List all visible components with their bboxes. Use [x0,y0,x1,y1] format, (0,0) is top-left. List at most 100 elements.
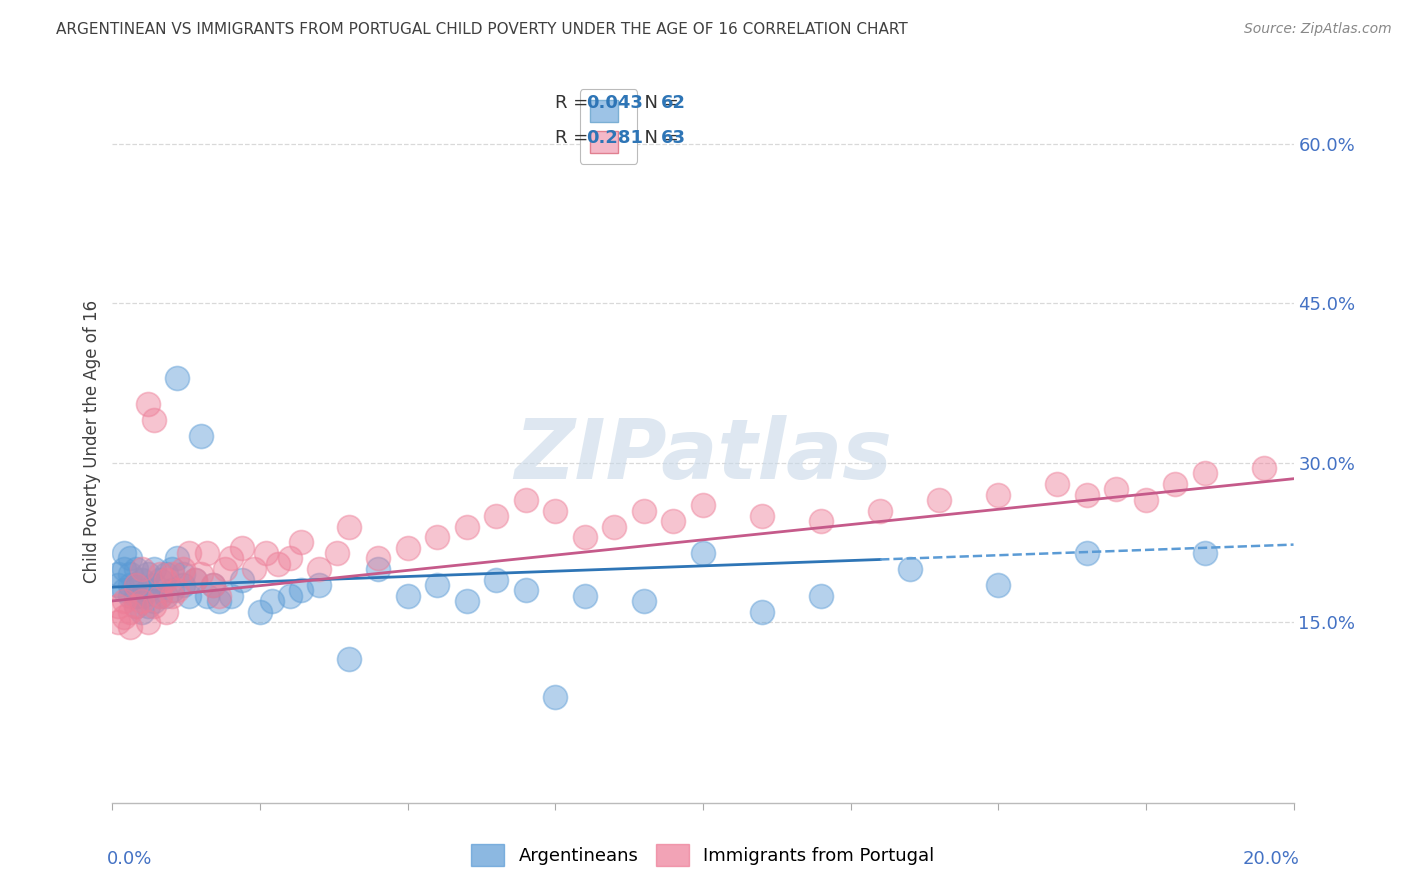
Point [166,551,188,566]
Point [308,562,330,576]
Point [928,493,950,508]
Point [136,615,159,630]
Point [515,583,537,598]
Point [396,541,419,555]
Point [574,530,596,544]
Point [184,573,207,587]
Text: N =: N = [633,129,685,147]
Point [544,503,567,517]
Point [367,562,389,576]
Point [131,594,153,608]
Legend: Argentineans, Immigrants from Portugal: Argentineans, Immigrants from Portugal [464,837,942,873]
Point [190,567,212,582]
Point [426,578,449,592]
Point [231,541,253,555]
Point [1105,483,1128,497]
Point [160,567,183,582]
Point [120,567,142,582]
Point [337,652,360,666]
Point [195,546,218,560]
Point [633,503,655,517]
Point [112,562,135,576]
Point [987,488,1010,502]
Point [155,605,177,619]
Point [112,583,135,598]
Text: Source: ZipAtlas.com: Source: ZipAtlas.com [1244,22,1392,37]
Text: 0.0%: 0.0% [107,850,152,868]
Point [456,594,478,608]
Point [120,578,142,592]
Point [120,589,142,603]
Point [149,567,172,582]
Point [278,589,301,603]
Point [1046,477,1069,491]
Point [267,557,290,571]
Point [136,583,159,598]
Point [367,551,389,566]
Point [201,578,224,592]
Point [751,605,773,619]
Text: 62: 62 [661,94,686,112]
Point [155,567,177,582]
Point [1194,467,1216,481]
Text: R =: R = [555,129,600,147]
Point [125,599,148,614]
Point [337,519,360,533]
Point [142,578,165,592]
Point [692,546,714,560]
Point [136,567,159,582]
Point [810,589,832,603]
Point [662,514,685,528]
Point [149,573,172,587]
Point [254,546,277,560]
Point [987,578,1010,592]
Point [633,594,655,608]
Point [160,589,183,603]
Point [485,508,508,523]
Text: 0.281: 0.281 [586,129,644,147]
Point [120,605,142,619]
Point [166,583,188,598]
Point [1076,546,1098,560]
Point [149,589,172,603]
Point [136,599,159,614]
Point [179,589,201,603]
Point [120,620,142,634]
Text: N =: N = [633,94,685,112]
Point [515,493,537,508]
Point [195,589,218,603]
Text: R =: R = [555,94,595,112]
Point [125,589,148,603]
Point [172,567,194,582]
Point [120,551,142,566]
Point [179,546,201,560]
Point [184,573,207,587]
Point [231,573,253,587]
Point [396,589,419,603]
Point [112,610,135,624]
Point [1164,477,1187,491]
Point [112,594,135,608]
Text: ARGENTINEAN VS IMMIGRANTS FROM PORTUGAL CHILD POVERTY UNDER THE AGE OF 16 CORREL: ARGENTINEAN VS IMMIGRANTS FROM PORTUGAL … [56,22,908,37]
Point [249,605,271,619]
Point [219,589,242,603]
Point [290,535,312,549]
Point [214,562,236,576]
Point [456,519,478,533]
Point [142,599,165,614]
Point [603,519,626,533]
Point [810,514,832,528]
Text: ZIPatlas: ZIPatlas [515,416,891,497]
Point [290,583,312,598]
Text: 63: 63 [661,129,686,147]
Point [131,573,153,587]
Point [125,562,148,576]
Point [898,562,921,576]
Point [136,397,159,411]
Point [107,578,129,592]
Point [107,615,129,630]
Point [1253,461,1275,475]
Point [243,562,266,576]
Point [1135,493,1157,508]
Point [751,508,773,523]
